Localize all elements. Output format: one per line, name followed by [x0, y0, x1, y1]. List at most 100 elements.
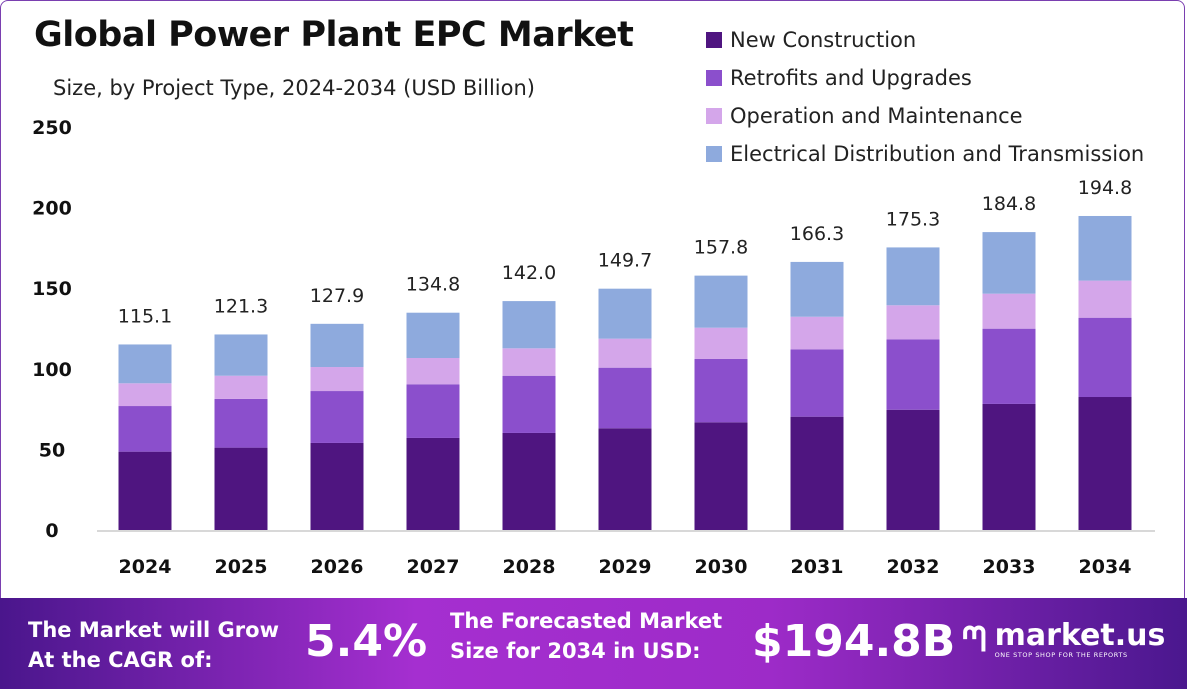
bar-segment-electrical-distribution-and-transmission	[310, 323, 364, 368]
legend-swatch	[706, 32, 722, 48]
x-tick-label: 2033	[983, 556, 1036, 578]
bar-segment-operation-and-maintenance	[982, 293, 1036, 329]
bar-segment-new-construction	[406, 437, 460, 530]
bar-segment-operation-and-maintenance	[310, 367, 364, 392]
forecast-label-line2: Size for 2034 in USD:	[450, 639, 701, 663]
total-label: 121.3	[214, 295, 268, 317]
total-label: 127.9	[310, 285, 364, 307]
bar-segment-retrofits-and-upgrades	[118, 406, 172, 452]
x-tick-label: 2029	[599, 556, 652, 578]
bar-segment-electrical-distribution-and-transmission	[886, 247, 940, 306]
y-tick-label: 250	[32, 117, 72, 139]
bar-segment-new-construction	[694, 422, 748, 530]
x-tick-label: 2026	[311, 556, 364, 578]
bar-segment-retrofits-and-upgrades	[790, 349, 844, 417]
bar-segment-electrical-distribution-and-transmission	[790, 261, 844, 317]
bar-segment-new-construction	[982, 403, 1036, 530]
legend-item-operation: Operation and Maintenance	[706, 97, 1144, 135]
bar-segment-operation-and-maintenance	[214, 375, 268, 399]
legend-label: Electrical Distribution and Transmission	[730, 142, 1145, 166]
x-tick-label: 2032	[887, 556, 940, 578]
y-tick-label: 50	[39, 439, 65, 461]
total-label: 149.7	[598, 250, 652, 272]
bar-segment-operation-and-maintenance	[886, 305, 940, 340]
bar-segment-operation-and-maintenance	[406, 357, 460, 385]
bar-segment-retrofits-and-upgrades	[502, 375, 556, 433]
cagr-label-line2: At the CAGR of:	[28, 648, 213, 672]
bar-chart: 0 50 100 150 200 250 115.1 2024 121.3 2025 127.9 20…	[32, 117, 1155, 578]
bar-segment-operation-and-maintenance	[1078, 280, 1132, 318]
x-tick-label: 2034	[1079, 556, 1132, 578]
y-tick-label: 200	[32, 198, 72, 220]
bar-segment-retrofits-and-upgrades	[982, 328, 1036, 404]
bar-segment-electrical-distribution-and-transmission	[598, 288, 652, 339]
bar-segment-new-construction	[214, 447, 268, 530]
x-tick-label: 2024	[119, 556, 172, 578]
total-label: 115.1	[118, 305, 172, 327]
legend-swatch	[706, 146, 722, 162]
y-tick-label: 0	[45, 520, 58, 542]
bar-segment-electrical-distribution-and-transmission	[1078, 215, 1132, 281]
bar-segment-operation-and-maintenance	[502, 348, 556, 376]
total-label: 134.8	[406, 274, 460, 296]
bar-segment-new-construction	[502, 432, 556, 530]
total-label: 184.8	[982, 193, 1036, 215]
bar-segment-electrical-distribution-and-transmission	[406, 312, 460, 358]
logo-icon: ᘉ	[962, 620, 987, 660]
bar-segment-operation-and-maintenance	[598, 338, 652, 368]
logo-name: market.us	[994, 618, 1166, 653]
forecast-label-line1: The Forecasted Market	[450, 609, 723, 633]
total-label: 142.0	[502, 262, 556, 284]
cagr-label-line1: The Market will Grow	[28, 618, 279, 642]
cagr-value: 5.4%	[305, 616, 428, 667]
legend-label: Operation and Maintenance	[730, 104, 1023, 128]
x-tick-label: 2025	[215, 556, 268, 578]
y-tick-label: 100	[32, 359, 72, 381]
bar-segment-retrofits-and-upgrades	[694, 358, 748, 423]
legend-item-electrical: Electrical Distribution and Transmission	[706, 135, 1144, 173]
chart-subtitle: Size, by Project Type, 2024-2034 (USD Bi…	[53, 76, 535, 100]
total-label: 175.3	[886, 208, 940, 230]
legend-item-retrofits: Retrofits and Upgrades	[706, 59, 1144, 97]
bar-segment-retrofits-and-upgrades	[598, 367, 652, 429]
forecast-value: $194.8B	[752, 616, 956, 667]
legend-swatch	[706, 70, 722, 86]
y-tick-label: 150	[32, 278, 72, 300]
legend-label: New Construction	[730, 28, 917, 52]
total-label: 166.3	[790, 223, 844, 245]
legend-swatch	[706, 108, 722, 124]
x-tick-label: 2027	[407, 556, 460, 578]
forecast-label: The Forecasted Market Size for 2034 in U…	[450, 606, 722, 666]
legend-label: Retrofits and Upgrades	[730, 66, 972, 90]
bar-segment-retrofits-and-upgrades	[406, 384, 460, 438]
x-tick-label: 2028	[503, 556, 556, 578]
bar-segment-new-construction	[310, 442, 364, 530]
bar-segment-operation-and-maintenance	[790, 316, 844, 350]
x-tick-label: 2031	[791, 556, 844, 578]
bar-segment-operation-and-maintenance	[694, 327, 748, 359]
legend-item-new-construction: New Construction	[706, 21, 1144, 59]
bar-segment-new-construction	[118, 451, 172, 530]
cagr-label: The Market will Grow At the CAGR of:	[28, 615, 279, 675]
legend: New Construction Retrofits and Upgrades …	[706, 21, 1144, 173]
bar-segment-retrofits-and-upgrades	[214, 398, 268, 448]
bar-segment-electrical-distribution-and-transmission	[982, 232, 1036, 294]
bar-segment-new-construction	[598, 428, 652, 530]
bar-segment-electrical-distribution-and-transmission	[118, 344, 172, 384]
logo-tagline: ONE STOP SHOP FOR THE REPORTS	[994, 651, 1128, 659]
total-label: 194.8	[1078, 177, 1132, 199]
market-us-logo: ᘉ market.us ONE STOP SHOP FOR THE REPORT…	[962, 620, 1165, 660]
bar-segment-operation-and-maintenance	[118, 383, 172, 407]
bar-segment-new-construction	[1078, 397, 1132, 530]
bar-segment-new-construction	[790, 416, 844, 530]
bar-segment-electrical-distribution-and-transmission	[214, 334, 268, 376]
total-label: 157.8	[694, 237, 748, 259]
bar-segment-new-construction	[886, 409, 940, 530]
bar-segment-electrical-distribution-and-transmission	[694, 275, 748, 328]
bar-segment-retrofits-and-upgrades	[310, 391, 364, 443]
bar-segment-electrical-distribution-and-transmission	[502, 301, 556, 349]
bar-segment-retrofits-and-upgrades	[886, 339, 940, 410]
summary-banner: The Market will Grow At the CAGR of: 5.4…	[0, 598, 1187, 689]
x-tick-label: 2030	[695, 556, 748, 578]
chart-title: Global Power Plant EPC Market	[34, 15, 634, 55]
